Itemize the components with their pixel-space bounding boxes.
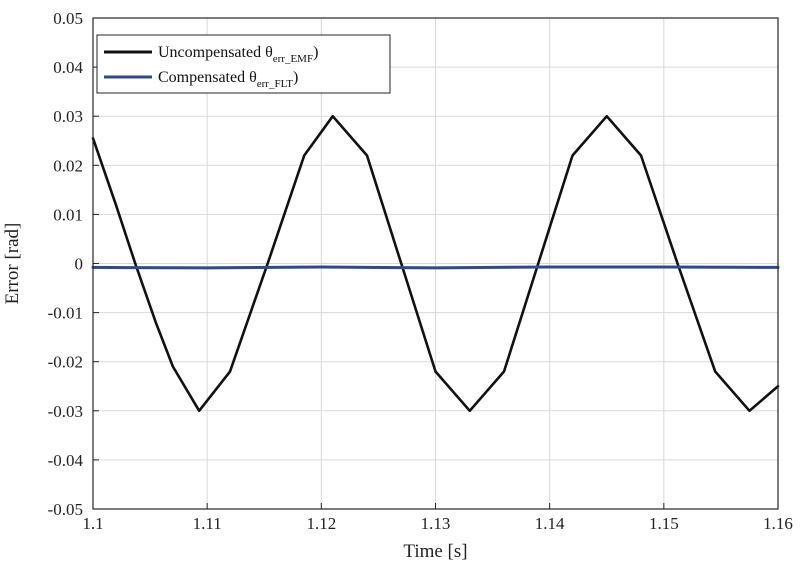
y-tick-label: 0.01 — [53, 205, 83, 224]
series-uncompensated-line — [91, 114, 780, 413]
x-tick-label: 1.13 — [421, 514, 451, 533]
y-tick-label: 0.05 — [53, 9, 83, 28]
y-tick-label: 0 — [75, 255, 84, 274]
y-tick-label: 0.04 — [53, 58, 83, 77]
x-tick-label: 1.1 — [82, 514, 103, 533]
legend-entry-uncompensated-suffix: ) — [313, 44, 318, 61]
x-tick-label: 1.12 — [306, 514, 336, 533]
y-tick-label: -0.05 — [48, 500, 83, 519]
legend: Uncompensated θerr_EMF) Compensated θerr… — [96, 34, 391, 94]
y-axis-ticks: 0.05 0.04 0.03 0.02 0.01 0 -0.01 -0.02 -0.03 -0.0… — [48, 9, 99, 519]
y-tick-label: -0.04 — [48, 451, 84, 470]
y-axis-label: Error [rad] — [2, 223, 23, 305]
legend-entry-compensated-subscript: err_FLT — [257, 78, 294, 90]
legend-entry-uncompensated-name: Uncompensated θ — [158, 44, 273, 61]
legend-entry-compensated: Compensated θerr_FLT) — [158, 69, 298, 90]
x-tick-label: 1.15 — [649, 514, 679, 533]
y-tick-label: 0.03 — [53, 107, 83, 126]
y-tick-label: 0.02 — [53, 156, 83, 175]
legend-box — [96, 34, 391, 94]
legend-entry-uncompensated-subscript: err_EMF — [273, 53, 313, 65]
series-compensated-line — [91, 265, 780, 270]
x-axis-label: Time [s] — [403, 541, 467, 562]
legend-entry-compensated-suffix: ) — [293, 69, 298, 86]
y-tick-label: -0.02 — [48, 353, 83, 372]
x-tick-label: 1.16 — [763, 514, 793, 533]
series-lines — [91, 114, 780, 413]
legend-entry-uncompensated: Uncompensated θerr_EMF) — [158, 44, 318, 65]
x-tick-label: 1.11 — [193, 514, 222, 533]
x-axis-ticks: 1.1 1.11 1.12 1.13 1.14 1.15 1.16 — [82, 503, 793, 533]
x-tick-label: 1.14 — [535, 514, 565, 533]
y-tick-label: -0.01 — [48, 304, 83, 323]
y-tick-label: -0.03 — [48, 402, 83, 421]
legend-entry-compensated-name: Compensated θ — [158, 69, 257, 86]
